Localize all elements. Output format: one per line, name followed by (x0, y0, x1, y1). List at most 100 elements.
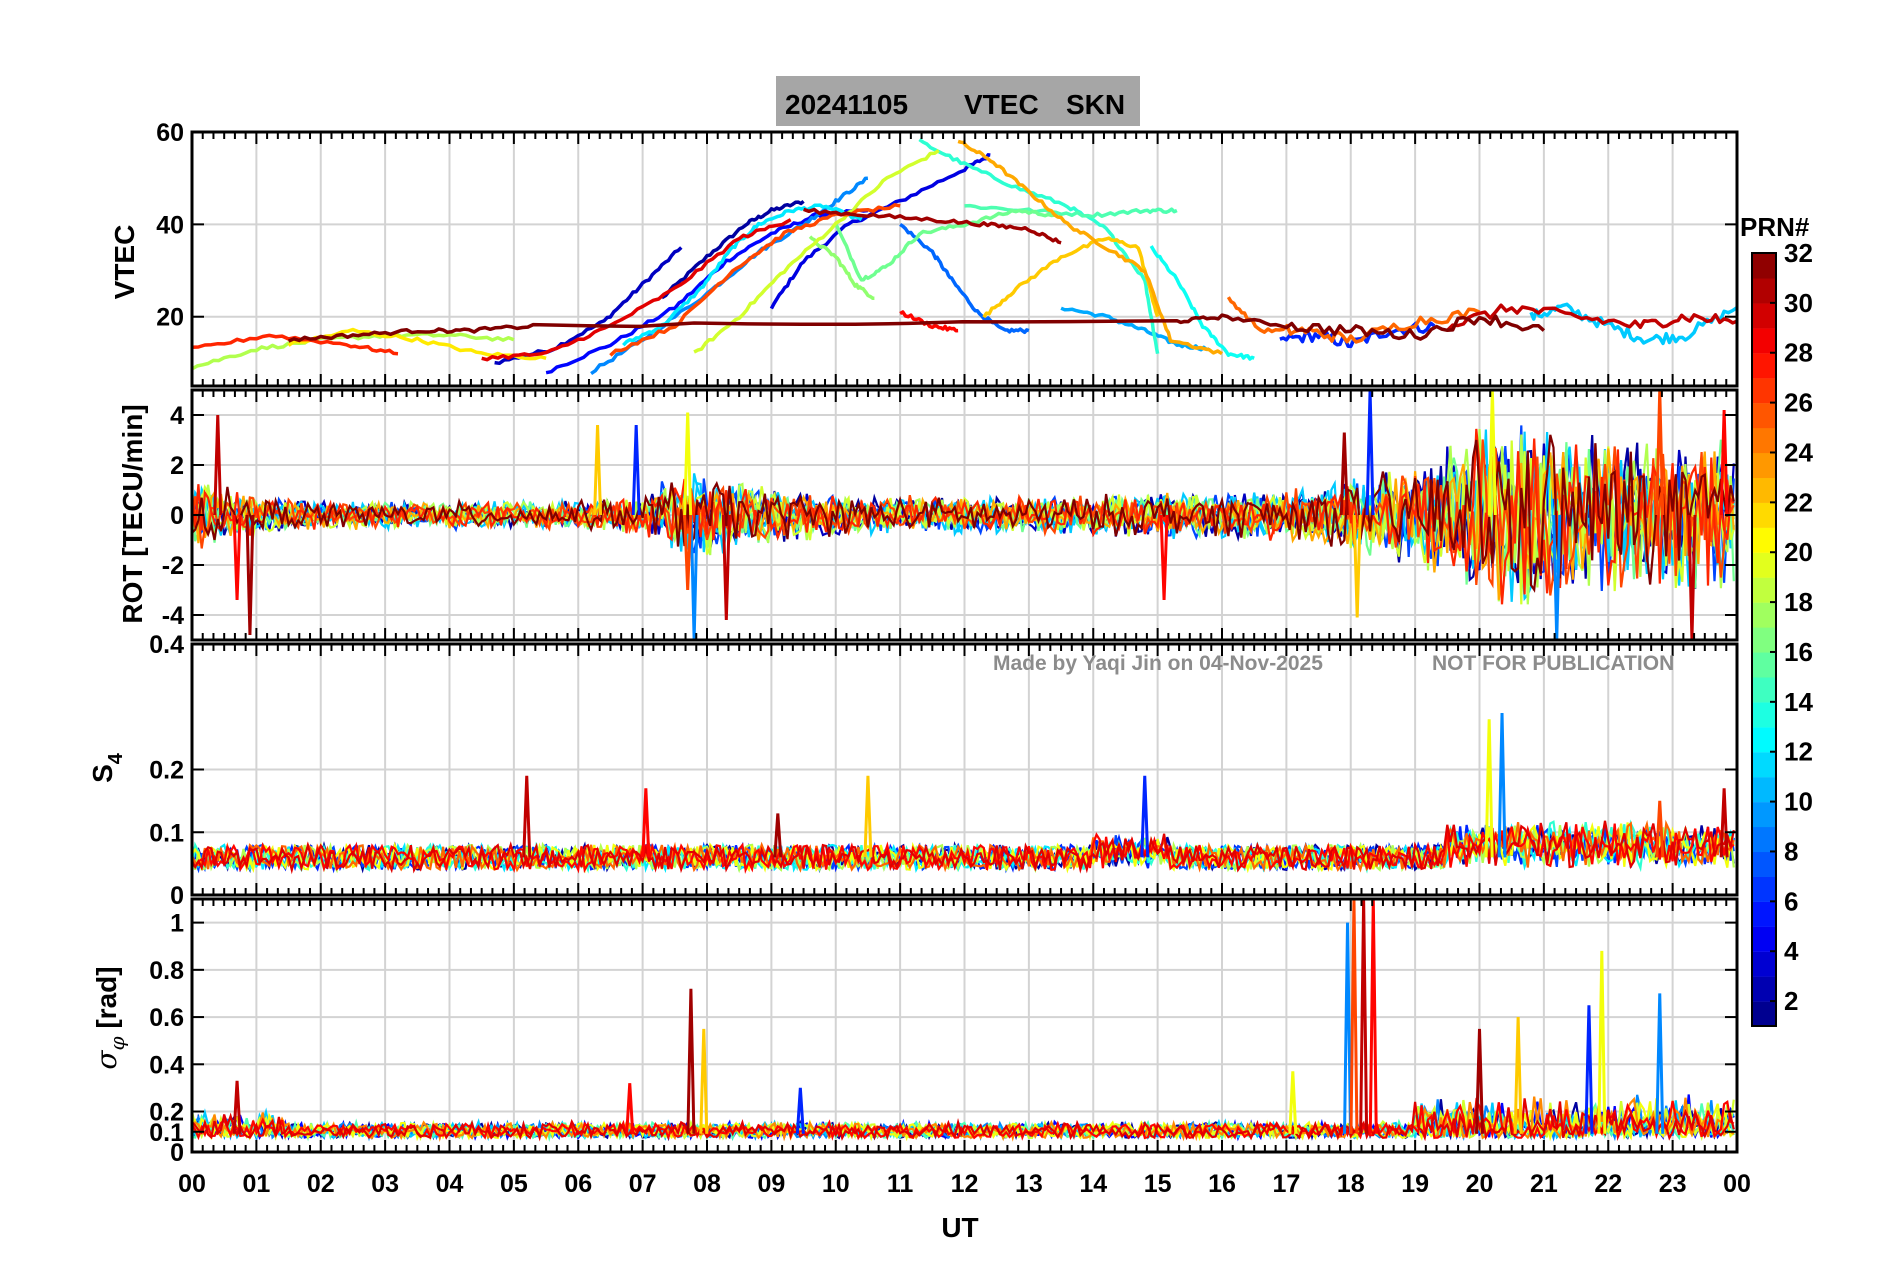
x-tick-label: 14 (1079, 1170, 1107, 1198)
x-tick-label: 17 (1272, 1170, 1300, 1198)
svg-text:σφ [rad]: σφ [rad] (90, 966, 129, 1069)
x-tick-label: 02 (307, 1170, 335, 1198)
sigma_phi-spike (686, 988, 696, 1134)
colorbar-tick-label: 18 (1784, 587, 1813, 617)
colorbar-segment (1752, 951, 1776, 977)
s4-ticks (191, 643, 1738, 896)
sigma_phi-spike (1288, 1071, 1298, 1134)
rot-spike (1655, 390, 1665, 516)
x-tick-label: 15 (1144, 1170, 1172, 1198)
x-tick-label: 12 (951, 1170, 979, 1198)
x-tick-label: 09 (757, 1170, 785, 1198)
colorbar-tick-label: 4 (1784, 936, 1799, 966)
colorbar-tick-label: 10 (1784, 787, 1813, 817)
rot-spike (213, 414, 223, 516)
vtec-series-prn-30 (1446, 303, 1737, 332)
panel-vtec: 20 40 60 (156, 119, 1739, 388)
vtec-series-prn-10 (1060, 306, 1210, 352)
sigma_phi-spike (1584, 1005, 1594, 1134)
s4-ytick-label: 0 (170, 882, 184, 910)
colorbar-segment (1752, 901, 1776, 927)
x-tick-label: 07 (629, 1170, 657, 1198)
rot-spike (721, 514, 731, 621)
vtec-series-prn-15 (964, 203, 1178, 219)
s4-spike (773, 813, 783, 858)
colorbar-tick-label: 26 (1784, 388, 1813, 418)
sigma_phi-ytick-label: 1 (170, 910, 184, 938)
x-tick-label: 03 (371, 1170, 399, 1198)
colorbar-segment (1752, 527, 1776, 553)
colorbar-tick-label: 6 (1784, 886, 1798, 916)
x-tick-label: 22 (1594, 1170, 1622, 1198)
rot-spike (683, 412, 693, 516)
title-station: SKN (1066, 89, 1125, 120)
colorbar-segment (1752, 701, 1776, 728)
vtec-series-prn-5 (545, 208, 869, 375)
x-tick-label: 05 (500, 1170, 528, 1198)
colorbar-tick-label: 20 (1784, 537, 1813, 567)
colorbar-segment (1752, 327, 1776, 354)
sigma-ylabel: σφ [rad] (90, 966, 129, 1069)
x-tick-label: 10 (822, 1170, 850, 1198)
vtec-ytick-label: 40 (156, 211, 184, 239)
panels: 204060-4-202400.10.20.400.10.20.40.60.81… (149, 119, 1751, 1198)
s4-spike (863, 775, 873, 858)
sigma_phi-spike (1349, 899, 1359, 1134)
colorbar-label: PRN# (1740, 212, 1810, 242)
sigma_phi-data (192, 899, 1735, 1143)
x-tick-label: 18 (1337, 1170, 1365, 1198)
sigma_phi-ytick-label: 0.1 (149, 1119, 184, 1147)
rot-ytick-label: 0 (170, 502, 184, 530)
vtec-series-prn-31 (803, 207, 1062, 245)
rot-spike (232, 514, 242, 601)
s4-spike (641, 788, 651, 858)
vtec-series-prn-23 (957, 139, 1223, 356)
colorbar-tick-label: 22 (1784, 487, 1813, 517)
colorbar-segment (1752, 402, 1776, 429)
colorbar-segment (1752, 452, 1776, 479)
vtec-series-prn-11 (1529, 302, 1737, 346)
sigma_phi-spike (1359, 899, 1369, 1134)
rot-ylabel: ROT [TECU/min] (117, 404, 148, 623)
x-tick-label: 23 (1659, 1170, 1687, 1198)
colorbar-frame (1751, 252, 1777, 1027)
rot-spike (1552, 514, 1562, 640)
s4-spike (1484, 719, 1494, 858)
colorbar-segment (1752, 1001, 1776, 1027)
rot-spike (683, 514, 693, 591)
title-date: 20241105 (785, 89, 908, 120)
x-tick-labels: 00 01 02 03 04 05 06 07 08 09 10 11 12 13 14 15 16 17 18 19… (178, 1170, 1751, 1198)
panel-s4: 0 0.1 0.2 0.4 (149, 631, 1739, 910)
sigma_phi-spike (1368, 899, 1378, 1134)
sigma_phi-ytick-label: 0.8 (149, 957, 184, 985)
sigma_phi-spike (625, 1083, 635, 1134)
sigma_phi-ytick-label: 0.6 (149, 1004, 184, 1032)
vtec-series-prn-22 (982, 236, 1160, 319)
s4-spike (1719, 788, 1729, 858)
vtec-data (192, 138, 1737, 376)
vtec-series-prn-28 (899, 310, 959, 333)
rot-ytick-label: 4 (170, 402, 184, 430)
colorbar-segment (1752, 477, 1776, 503)
rot-spike (1339, 432, 1349, 516)
colorbar-segment (1752, 253, 1776, 279)
sigma_phi-spike (1655, 993, 1665, 1134)
rot-spike (1687, 514, 1697, 640)
sigma_phi-ytick-label: 0.4 (149, 1051, 184, 1079)
vtec-series-prn-25 (1226, 296, 1481, 344)
vtec-ytick-label: 60 (156, 119, 184, 147)
colorbar-tick-label: 2 (1784, 986, 1798, 1016)
rot-spike (1159, 514, 1169, 601)
rot-spike (689, 514, 699, 640)
colorbar-segment (1752, 352, 1776, 379)
rot-spike (593, 424, 603, 516)
x-tick-label: 21 (1530, 1170, 1558, 1198)
x-tick-label: 00 (1723, 1170, 1751, 1198)
s4-ylabel: S4 (87, 752, 127, 783)
watermark-notice: NOT FOR PUBLICATION (1432, 652, 1674, 675)
sigma_phi-grid (192, 899, 1737, 1152)
sigma_phi-spike (1343, 922, 1353, 1134)
rot-spike (631, 424, 641, 516)
s4-ytick-label: 0.2 (149, 757, 184, 785)
panel-rot: -4 -2 0 2 4 (162, 388, 1739, 642)
